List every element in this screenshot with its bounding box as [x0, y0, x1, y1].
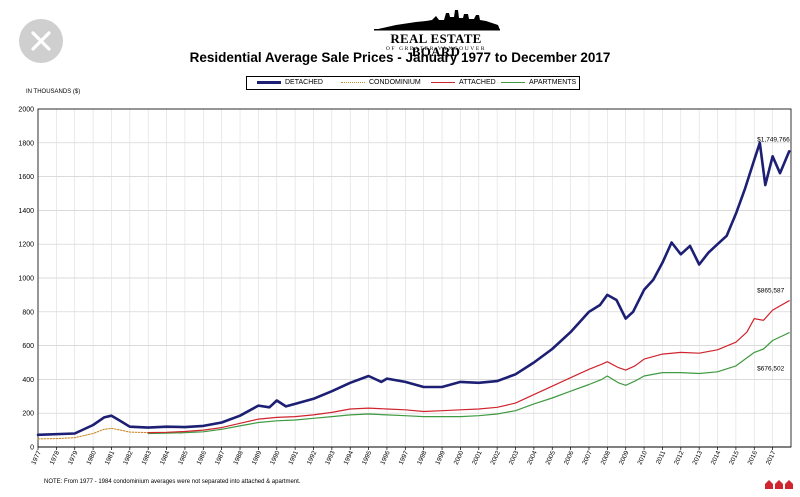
y-axis-units-label: IN THOUSANDS ($) [26, 89, 81, 95]
x-tick-label: 1980 [85, 450, 98, 466]
x-tick-label: 1988 [232, 450, 245, 466]
x-tick-label: 2010 [636, 450, 649, 466]
x-tick-label: 2014 [710, 450, 723, 466]
x-tick-label: 1977 [30, 450, 43, 466]
legend-label: DETACHED [285, 79, 323, 86]
y-tick-label: 2000 [18, 107, 34, 114]
x-tick-label: 1999 [434, 450, 447, 466]
y-tick-label: 1600 [18, 174, 34, 181]
x-tick-label: 1986 [196, 450, 209, 466]
x-tick-label: 1994 [343, 450, 356, 466]
x-tick-label: 2004 [526, 450, 539, 466]
x-tick-label: 1997 [398, 450, 411, 466]
x-tick-label: 1982 [122, 450, 135, 466]
legend-label: CONDOMINIUM [369, 79, 421, 86]
series-line-detached [36, 141, 791, 437]
x-tick-label: 2015 [728, 450, 741, 466]
legend-label: APARTMENTS [529, 79, 577, 86]
y-tick-label: 1200 [18, 242, 34, 249]
y-tick-label: 0 [30, 445, 34, 452]
x-tick-label: 2001 [471, 450, 484, 466]
x-tick-label: 1981 [104, 450, 117, 466]
x-tick-label: 1985 [177, 450, 190, 466]
x-tick-label: 2008 [600, 450, 613, 466]
close-button[interactable] [19, 19, 63, 63]
legend-swatch [431, 82, 455, 83]
x-tick-label: 2005 [545, 450, 558, 466]
chart-note: NOTE: From 1977 - 1984 condominium avera… [44, 479, 301, 485]
x-tick-label: 2013 [692, 450, 705, 466]
x-tick-label: 2003 [508, 450, 521, 466]
end-value-label: $1,749,766 [757, 136, 790, 143]
x-tick-label: 2011 [655, 450, 667, 466]
plot-frame [37, 108, 792, 448]
x-tick-label: 2009 [618, 450, 631, 466]
x-tick-label: 2017 [765, 450, 778, 466]
house-logos-icon [765, 480, 793, 489]
x-tick-label: 1978 [49, 450, 62, 466]
logo-subtitle: OF GREATER VANCOUVER [385, 46, 487, 52]
x-tick-label: 2002 [490, 450, 503, 466]
y-tick-label: 200 [22, 411, 34, 418]
y-tick-label: 600 [22, 343, 34, 350]
chart-title: Residential Average Sale Prices - Januar… [189, 50, 611, 65]
x-tick-label: 1989 [251, 450, 264, 466]
x-tick-label: 1998 [416, 450, 429, 466]
x-tick-label: 2006 [563, 450, 576, 466]
legend-swatch [341, 82, 365, 83]
x-tick-label: 1993 [324, 450, 337, 466]
x-tick-label: 1995 [361, 450, 374, 466]
x-tick-label: 2016 [747, 450, 760, 466]
end-value-label: $865,587 [757, 288, 784, 295]
skyline-icon [374, 10, 500, 31]
x-tick-label: 1996 [379, 450, 392, 466]
close-icon [31, 31, 51, 51]
real-estate-board-logo: REAL ESTATE BOARD OF GREATER VANCOUVER [366, 8, 506, 58]
series-line-apartments [147, 332, 790, 435]
series-line-attached [147, 300, 790, 434]
chart-legend: DETACHED CONDOMINIUM ATTACHED APARTMENTS [246, 76, 580, 90]
y-tick-label: 1800 [18, 140, 34, 147]
x-tick-label: 1983 [141, 450, 154, 466]
x-tick-label: 1984 [159, 450, 172, 466]
x-tick-label: 1991 [287, 450, 300, 466]
x-tick-label: 1992 [306, 450, 319, 466]
logo-name: REAL ESTATE BOARD [390, 31, 482, 59]
x-tick-label: 1987 [214, 450, 227, 466]
y-tick-label: 400 [22, 377, 34, 384]
legend-swatch [501, 82, 525, 83]
x-tick-label: 1979 [67, 450, 80, 466]
x-tick-label: 2007 [581, 450, 594, 466]
y-tick-label: 800 [22, 309, 34, 316]
legend-label: ATTACHED [459, 79, 496, 86]
x-tick-label: 2000 [453, 450, 466, 466]
y-tick-label: 1400 [18, 208, 34, 215]
end-value-label: $676,502 [757, 366, 784, 373]
legend-swatch [257, 81, 281, 84]
x-tick-label: 2012 [673, 450, 686, 466]
y-tick-label: 1000 [18, 276, 34, 283]
x-tick-label: 1990 [269, 450, 282, 466]
footer-logo-icons [764, 478, 794, 490]
